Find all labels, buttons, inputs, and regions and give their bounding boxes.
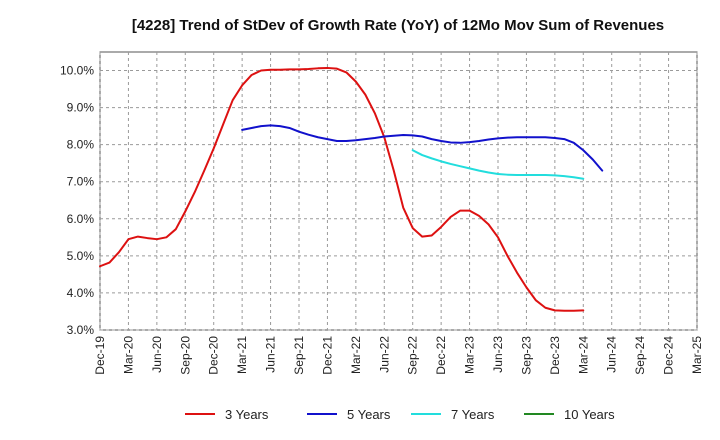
y-tick-label: 3.0% [67,323,95,337]
y-tick-label: 7.0% [67,175,95,189]
x-axis: Dec-19 Mar-20 Jun-20 Sep-20 Dec-20 Mar-21 Jun-… [93,336,704,375]
y-tick-label: 6.0% [67,212,95,226]
x-tick-label: Mar-23 [463,336,477,374]
x-tick-label: Mar-21 [235,336,249,374]
x-tick-label: Jun-20 [150,336,164,373]
series-line-7-years [411,149,585,180]
x-tick-label: Jun-21 [264,336,278,373]
x-tick-label: Dec-20 [207,336,221,375]
x-tick-label: Mar-22 [349,336,363,374]
x-tick-label: Sep-23 [519,336,533,375]
x-tick-label: Sep-24 [633,336,647,375]
x-tick-label: Mar-25 [690,336,704,374]
y-axis: 3.0% 4.0% 5.0% 6.0% 7.0% 8.0% 9.0% 10.0% [60,64,94,337]
y-tick-label: 9.0% [67,101,95,115]
x-tick-label: Dec-23 [548,336,562,375]
x-tick-label: Dec-22 [434,336,448,375]
x-tick-label: Dec-24 [662,336,676,375]
y-tick-label: 8.0% [67,138,95,152]
y-tick-label: 4.0% [67,286,95,300]
series-layer [99,66,604,312]
x-tick-label: Mar-20 [121,336,135,374]
x-tick-label: Sep-22 [406,336,420,375]
x-tick-label: Mar-24 [576,336,590,374]
y-tick-label: 5.0% [67,249,95,263]
x-tick-label: Dec-19 [93,336,107,375]
x-tick-label: Jun-22 [377,336,391,373]
grid-layer [99,52,698,331]
legend-label-5-years: 5 Years [347,407,391,422]
legend-label-10-years: 10 Years [564,407,615,422]
chart-title: [4228] Trend of StDev of Growth Rate (Yo… [132,17,664,34]
x-tick-label: Sep-21 [292,336,306,375]
x-tick-label: Dec-21 [320,336,334,375]
y-tick-label: 10.0% [60,64,94,78]
series-line-5-years [241,124,604,172]
legend: 3 Years 5 Years 7 Years 10 Years [185,407,615,422]
x-tick-label: Sep-20 [178,336,192,375]
x-tick-label: Jun-24 [605,336,619,373]
legend-label-3-years: 3 Years [225,407,269,422]
x-tick-label: Jun-23 [491,336,505,373]
series-line-3-years [99,66,585,312]
legend-label-7-years: 7 Years [451,407,495,422]
